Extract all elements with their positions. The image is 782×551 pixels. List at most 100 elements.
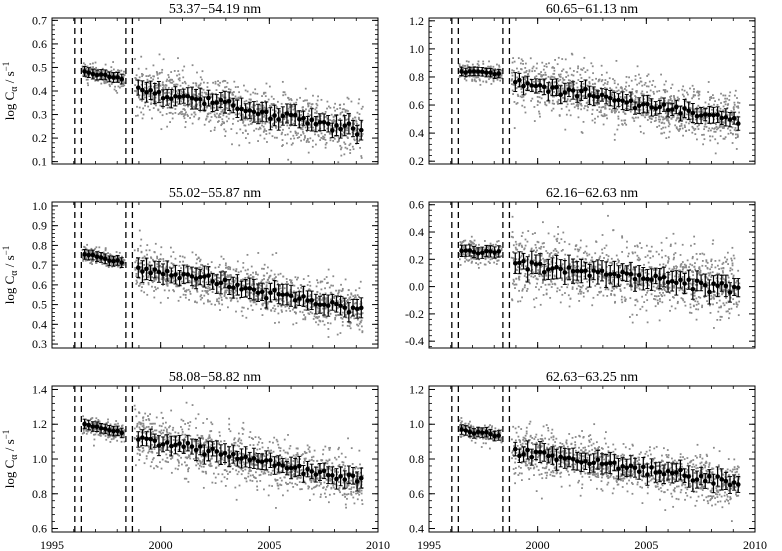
scatter-point (538, 96, 541, 99)
scatter-point (172, 263, 174, 266)
mean-point (537, 83, 543, 88)
scatter-point (524, 62, 527, 65)
mean-point (226, 98, 232, 104)
scatter-point (251, 106, 254, 109)
scatter-point (217, 291, 220, 294)
scatter-point (321, 112, 324, 114)
mean-point (235, 106, 240, 112)
scatter-point (116, 265, 119, 268)
scatter-point (321, 280, 324, 283)
scatter-point (656, 126, 658, 128)
scatter-point (735, 148, 738, 150)
scatter-point (218, 302, 221, 305)
scatter-point (201, 91, 204, 94)
scatter-point (142, 256, 144, 259)
scatter-point (268, 281, 271, 284)
mean-point (230, 103, 236, 108)
scatter-point (285, 280, 288, 283)
scatter-point (340, 283, 342, 286)
scatter-point (184, 121, 187, 123)
scatter-point (289, 124, 292, 127)
scatter-point (734, 127, 737, 129)
scatter-point (218, 114, 220, 117)
scatter-point (486, 74, 489, 76)
scatter-point (319, 281, 322, 284)
scatter-point (229, 273, 232, 276)
scatter-point (105, 255, 107, 257)
scatter-point (643, 83, 646, 86)
scatter-point (197, 280, 199, 282)
scatter-point (602, 83, 605, 86)
scatter-point (106, 263, 109, 266)
scatter-point (168, 102, 171, 105)
scatter-point (209, 119, 212, 122)
scatter-point (631, 97, 633, 100)
scatter-point (180, 92, 183, 95)
scatter-point (233, 108, 235, 111)
scatter-point (536, 62, 538, 65)
scatter-point (660, 115, 663, 118)
scatter-point (119, 264, 121, 266)
scatter-point (673, 109, 676, 112)
scatter-point (121, 255, 123, 258)
scatter-point (180, 90, 183, 93)
scatter-point (202, 99, 204, 102)
scatter-point (308, 281, 311, 283)
scatter-point (617, 124, 620, 127)
scatter-point (90, 250, 93, 253)
scatter-point (562, 89, 565, 92)
scatter-point (659, 97, 662, 100)
scatter-point (81, 68, 84, 70)
scatter-point (474, 75, 476, 78)
scatter-point (681, 115, 683, 118)
scatter-point (138, 229, 141, 232)
scatter-point (598, 106, 601, 109)
scatter-point (255, 303, 258, 306)
scatter-point (542, 79, 545, 82)
scatter-point (569, 79, 572, 82)
scatter-point (82, 256, 85, 259)
scatter-point (238, 91, 240, 94)
scatter-point (302, 124, 304, 127)
scatter-point (304, 316, 307, 319)
scatter-point (184, 113, 186, 115)
scatter-point (703, 116, 706, 118)
scatter-point (263, 129, 266, 132)
scatter-point (233, 80, 236, 83)
scatter-point (209, 278, 212, 281)
scatter-point (224, 135, 227, 137)
scatter-point (324, 146, 327, 149)
scatter-point (641, 90, 644, 93)
scatter-point (253, 300, 256, 302)
mean-point (214, 100, 220, 105)
scatter-point (716, 103, 719, 106)
scatter-point (302, 278, 305, 280)
scatter-point (583, 107, 586, 110)
scatter-point (212, 81, 215, 84)
scatter-point (148, 249, 151, 252)
scatter-point (346, 129, 349, 132)
scatter-point (279, 285, 281, 287)
scatter-point (349, 309, 352, 312)
scatter-point (293, 311, 296, 313)
scatter-point (273, 304, 276, 307)
scatter-point (150, 99, 153, 102)
scatter-point (523, 82, 526, 85)
scatter-point (257, 128, 260, 131)
scatter-point (714, 152, 717, 155)
scatter-point (323, 278, 326, 281)
scatter-point (353, 302, 356, 305)
scatter-point (274, 125, 277, 128)
scatter-point (673, 96, 676, 99)
scatter-point (262, 116, 265, 118)
scatter-point (301, 122, 304, 125)
scatter-point (472, 75, 475, 78)
mean-point (243, 285, 248, 291)
scatter-point (194, 82, 197, 85)
scatter-point (349, 115, 351, 118)
scatter-point (252, 91, 255, 94)
scatter-point (592, 72, 594, 75)
scatter-point (115, 80, 118, 83)
scatter-point (586, 109, 589, 112)
scatter-point (169, 246, 172, 249)
